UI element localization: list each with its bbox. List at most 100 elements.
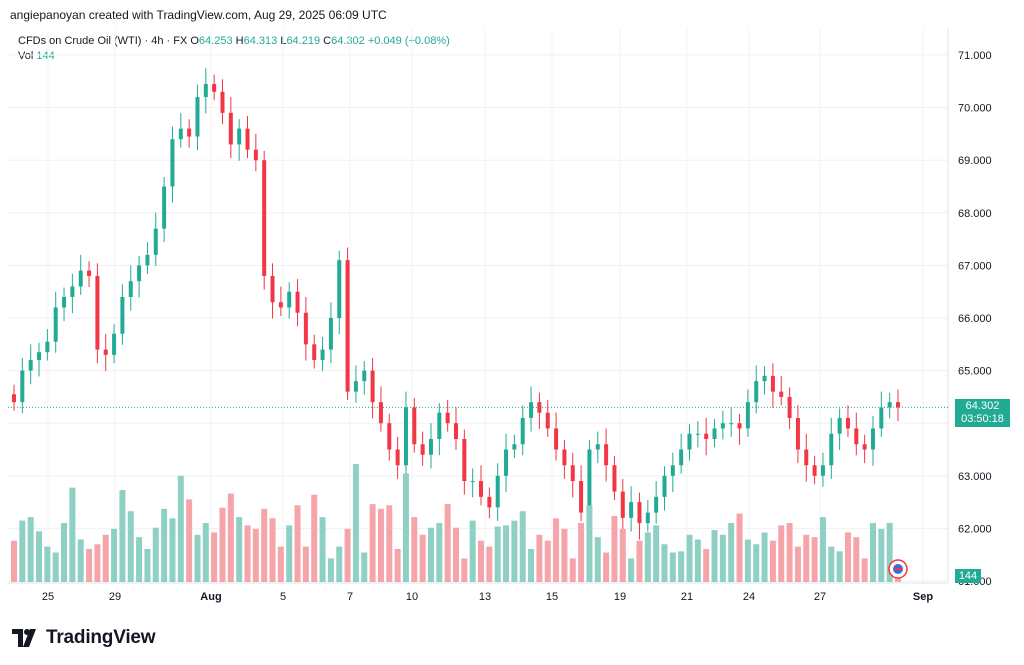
candle-body[interactable] <box>896 402 900 408</box>
candle-body[interactable] <box>462 438 467 482</box>
candle-body[interactable] <box>387 423 392 450</box>
candle-body[interactable] <box>712 428 717 439</box>
candle-body[interactable] <box>337 260 342 318</box>
candle-body[interactable] <box>178 128 183 140</box>
candle-body[interactable] <box>62 296 67 308</box>
candle-body[interactable] <box>12 394 16 403</box>
candle-body[interactable] <box>95 275 100 350</box>
candle-body[interactable] <box>804 449 809 466</box>
candle-body[interactable] <box>629 502 634 518</box>
candle-body[interactable] <box>228 112 233 145</box>
candle-body[interactable] <box>845 417 850 429</box>
candle-body[interactable] <box>670 465 675 476</box>
candle-body[interactable] <box>795 417 800 450</box>
candle-body[interactable] <box>412 407 417 445</box>
candle-body[interactable] <box>579 481 584 513</box>
candle-body[interactable] <box>278 302 283 308</box>
candle-body[interactable] <box>512 444 517 450</box>
candle-body[interactable] <box>662 475 667 497</box>
candle-body[interactable] <box>395 449 400 466</box>
candle-body[interactable] <box>529 402 534 418</box>
candle-body[interactable] <box>370 370 375 403</box>
candle-body[interactable] <box>303 312 308 345</box>
candle-body[interactable] <box>428 438 433 455</box>
candle-body[interactable] <box>245 128 250 150</box>
candle-body[interactable] <box>220 91 225 113</box>
candle-body[interactable] <box>612 465 617 492</box>
candle-body[interactable] <box>837 417 842 434</box>
candle-body[interactable] <box>312 344 317 361</box>
candle-body[interactable] <box>170 139 175 187</box>
candle-body[interactable] <box>70 286 75 297</box>
candle-body[interactable] <box>87 270 92 276</box>
candle-body[interactable] <box>570 465 575 482</box>
candle-body[interactable] <box>812 465 817 476</box>
candle-body[interactable] <box>737 423 742 429</box>
candle-body[interactable] <box>645 512 650 524</box>
candle-body[interactable] <box>437 412 442 439</box>
candle-body[interactable] <box>520 417 525 445</box>
candle-body[interactable] <box>762 375 767 382</box>
candle-body[interactable] <box>237 128 242 145</box>
candle-body[interactable] <box>829 433 834 466</box>
candle-body[interactable] <box>320 349 325 361</box>
candle-body[interactable] <box>37 352 42 361</box>
candle-body[interactable] <box>328 318 333 350</box>
candle-body[interactable] <box>378 402 383 424</box>
candle-body[interactable] <box>504 449 509 476</box>
candle-body[interactable] <box>470 481 475 483</box>
candle-body[interactable] <box>862 444 867 450</box>
candle-body[interactable] <box>454 423 458 439</box>
candle-body[interactable] <box>295 291 300 313</box>
candle-body[interactable] <box>145 254 150 266</box>
candle-body[interactable] <box>820 465 825 476</box>
candle-body[interactable] <box>345 260 350 392</box>
candle-body[interactable] <box>287 291 292 308</box>
candle-body[interactable] <box>103 349 108 355</box>
candle-body[interactable] <box>137 265 142 282</box>
candle-body[interactable] <box>620 491 625 518</box>
candle-body[interactable] <box>20 370 25 403</box>
candle-body[interactable] <box>787 396 792 418</box>
candle-body[interactable] <box>153 228 158 255</box>
price-chart[interactable]: 71.000 70.000 69.000 68.000 67.000 66.000 65.0… <box>0 0 1024 615</box>
candle-body[interactable] <box>128 281 133 297</box>
candle-body[interactable] <box>262 160 267 276</box>
candle-body[interactable] <box>587 449 592 513</box>
candle-body[interactable] <box>679 449 684 466</box>
candle-body[interactable] <box>45 341 50 353</box>
candle-body[interactable] <box>362 370 367 382</box>
candle-body[interactable] <box>854 428 859 445</box>
candle-body[interactable] <box>203 83 208 98</box>
candle-body[interactable] <box>637 502 642 524</box>
candle-body[interactable] <box>720 423 725 429</box>
candle-body[interactable] <box>562 449 567 466</box>
candle-body[interactable] <box>53 307 58 342</box>
volume-label[interactable]: Vol <box>18 50 34 62</box>
tradingview-logo[interactable]: TradingView <box>12 627 156 649</box>
candle-body[interactable] <box>403 407 408 466</box>
candle-body[interactable] <box>554 428 559 450</box>
candle-body[interactable] <box>704 433 709 439</box>
candle-body[interactable] <box>545 412 550 429</box>
candle-body[interactable] <box>120 296 125 334</box>
candle-body[interactable] <box>195 97 200 137</box>
candle-body[interactable] <box>604 444 609 466</box>
candle-body[interactable] <box>78 270 83 287</box>
candle-body[interactable] <box>270 275 275 303</box>
candle-body[interactable] <box>887 402 892 408</box>
candle-body[interactable] <box>495 475 500 508</box>
candle-body[interactable] <box>112 333 117 355</box>
candle-body[interactable] <box>687 433 692 450</box>
candle-body[interactable] <box>212 83 217 92</box>
candle-body[interactable] <box>420 444 425 455</box>
candle-body[interactable] <box>479 481 484 497</box>
candle-body[interactable] <box>729 423 734 425</box>
candle-body[interactable] <box>870 428 875 450</box>
candle-body[interactable] <box>253 149 258 161</box>
symbol-label[interactable]: CFDs on Crude Oil (WTI) · 4h · FX <box>18 35 188 47</box>
candle-body[interactable] <box>595 444 600 450</box>
candle-body[interactable] <box>879 407 884 429</box>
candle-body[interactable] <box>28 360 33 371</box>
candle-body[interactable] <box>654 496 659 513</box>
